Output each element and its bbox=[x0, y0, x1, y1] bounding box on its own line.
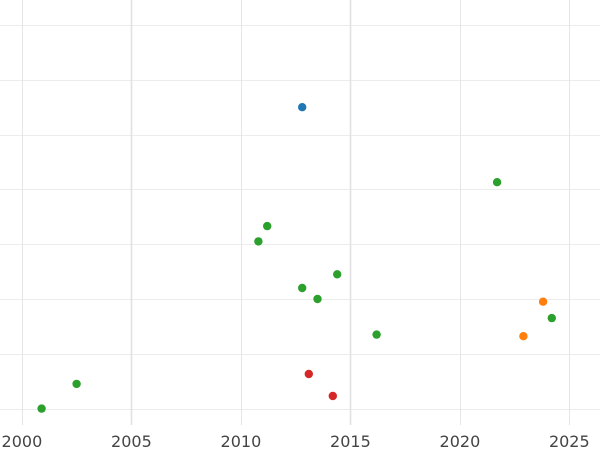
data-point-s1-2 bbox=[254, 237, 263, 246]
data-point-s1-8 bbox=[492, 178, 502, 187]
x-tick-label-2000: 2000 bbox=[2, 432, 43, 450]
data-point-s2-0 bbox=[519, 332, 528, 341]
x-tick-label-2015: 2015 bbox=[330, 432, 371, 450]
data-point-s1-3 bbox=[263, 221, 272, 231]
x-tick-label-2025: 2025 bbox=[549, 432, 590, 450]
x-tick-label-2010: 2010 bbox=[221, 432, 262, 450]
data-points bbox=[37, 103, 556, 413]
data-point-s3-0 bbox=[304, 369, 313, 379]
data-point-s0-0 bbox=[298, 103, 307, 112]
data-point-s1-7 bbox=[372, 330, 381, 339]
data-point-s2-1 bbox=[538, 297, 548, 306]
data-point-s1-6 bbox=[333, 270, 342, 279]
data-point-s1-4 bbox=[298, 283, 307, 293]
data-point-s1-1 bbox=[72, 379, 81, 389]
x-tick-label-2020: 2020 bbox=[440, 432, 481, 450]
data-point-s3-1 bbox=[328, 391, 337, 401]
data-point-s1-5 bbox=[313, 294, 322, 304]
data-point-s1-9 bbox=[547, 313, 556, 323]
grid bbox=[0, 0, 600, 425]
x-axis: 2000 2005 2010 2015 2020 2025 bbox=[2, 432, 590, 450]
data-point-s1-0 bbox=[37, 404, 46, 413]
x-tick-label-2005: 2005 bbox=[111, 432, 152, 450]
